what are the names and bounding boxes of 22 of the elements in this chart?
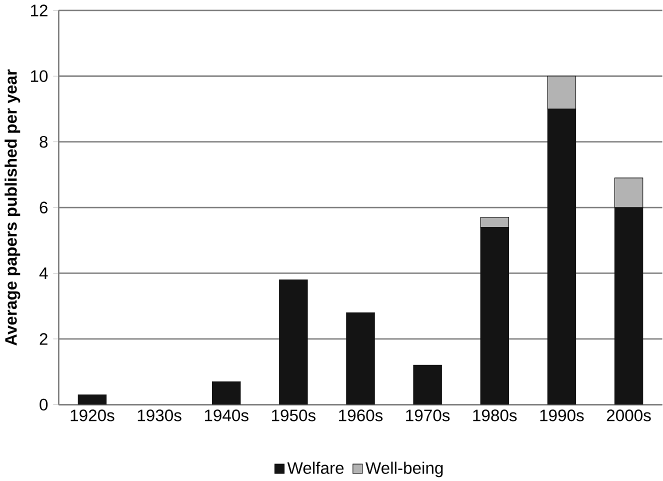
legend-label: Well-being xyxy=(365,462,443,478)
x-tick-label: 1970s xyxy=(406,409,450,422)
y-tick-label: 6 xyxy=(40,201,48,214)
legend-label: Welfare xyxy=(287,462,344,474)
y-axis-title: Average papers published per year xyxy=(4,69,20,346)
bar xyxy=(547,76,576,110)
y-tick-label: 10 xyxy=(31,70,48,82)
x-tick-label: 1960s xyxy=(339,409,383,422)
bar xyxy=(614,177,644,208)
x-tick-label: 1930s xyxy=(138,409,182,422)
x-tick-label: 1920s xyxy=(70,409,114,422)
x-tick-label: 1940s xyxy=(204,409,248,422)
y-tick-label: 8 xyxy=(40,136,48,148)
y-tick-label: 0 xyxy=(40,398,48,410)
x-tick-label: 2000s xyxy=(606,409,651,422)
y-tick-label: 2 xyxy=(40,332,48,345)
y-tick-label: 12 xyxy=(31,4,48,16)
bar xyxy=(480,216,509,228)
x-tick-label: 1990s xyxy=(540,409,584,422)
y-tick-label: 4 xyxy=(39,267,48,279)
x-tick-label: 1950s xyxy=(272,409,316,422)
x-tick-label: 1980s xyxy=(473,409,517,422)
